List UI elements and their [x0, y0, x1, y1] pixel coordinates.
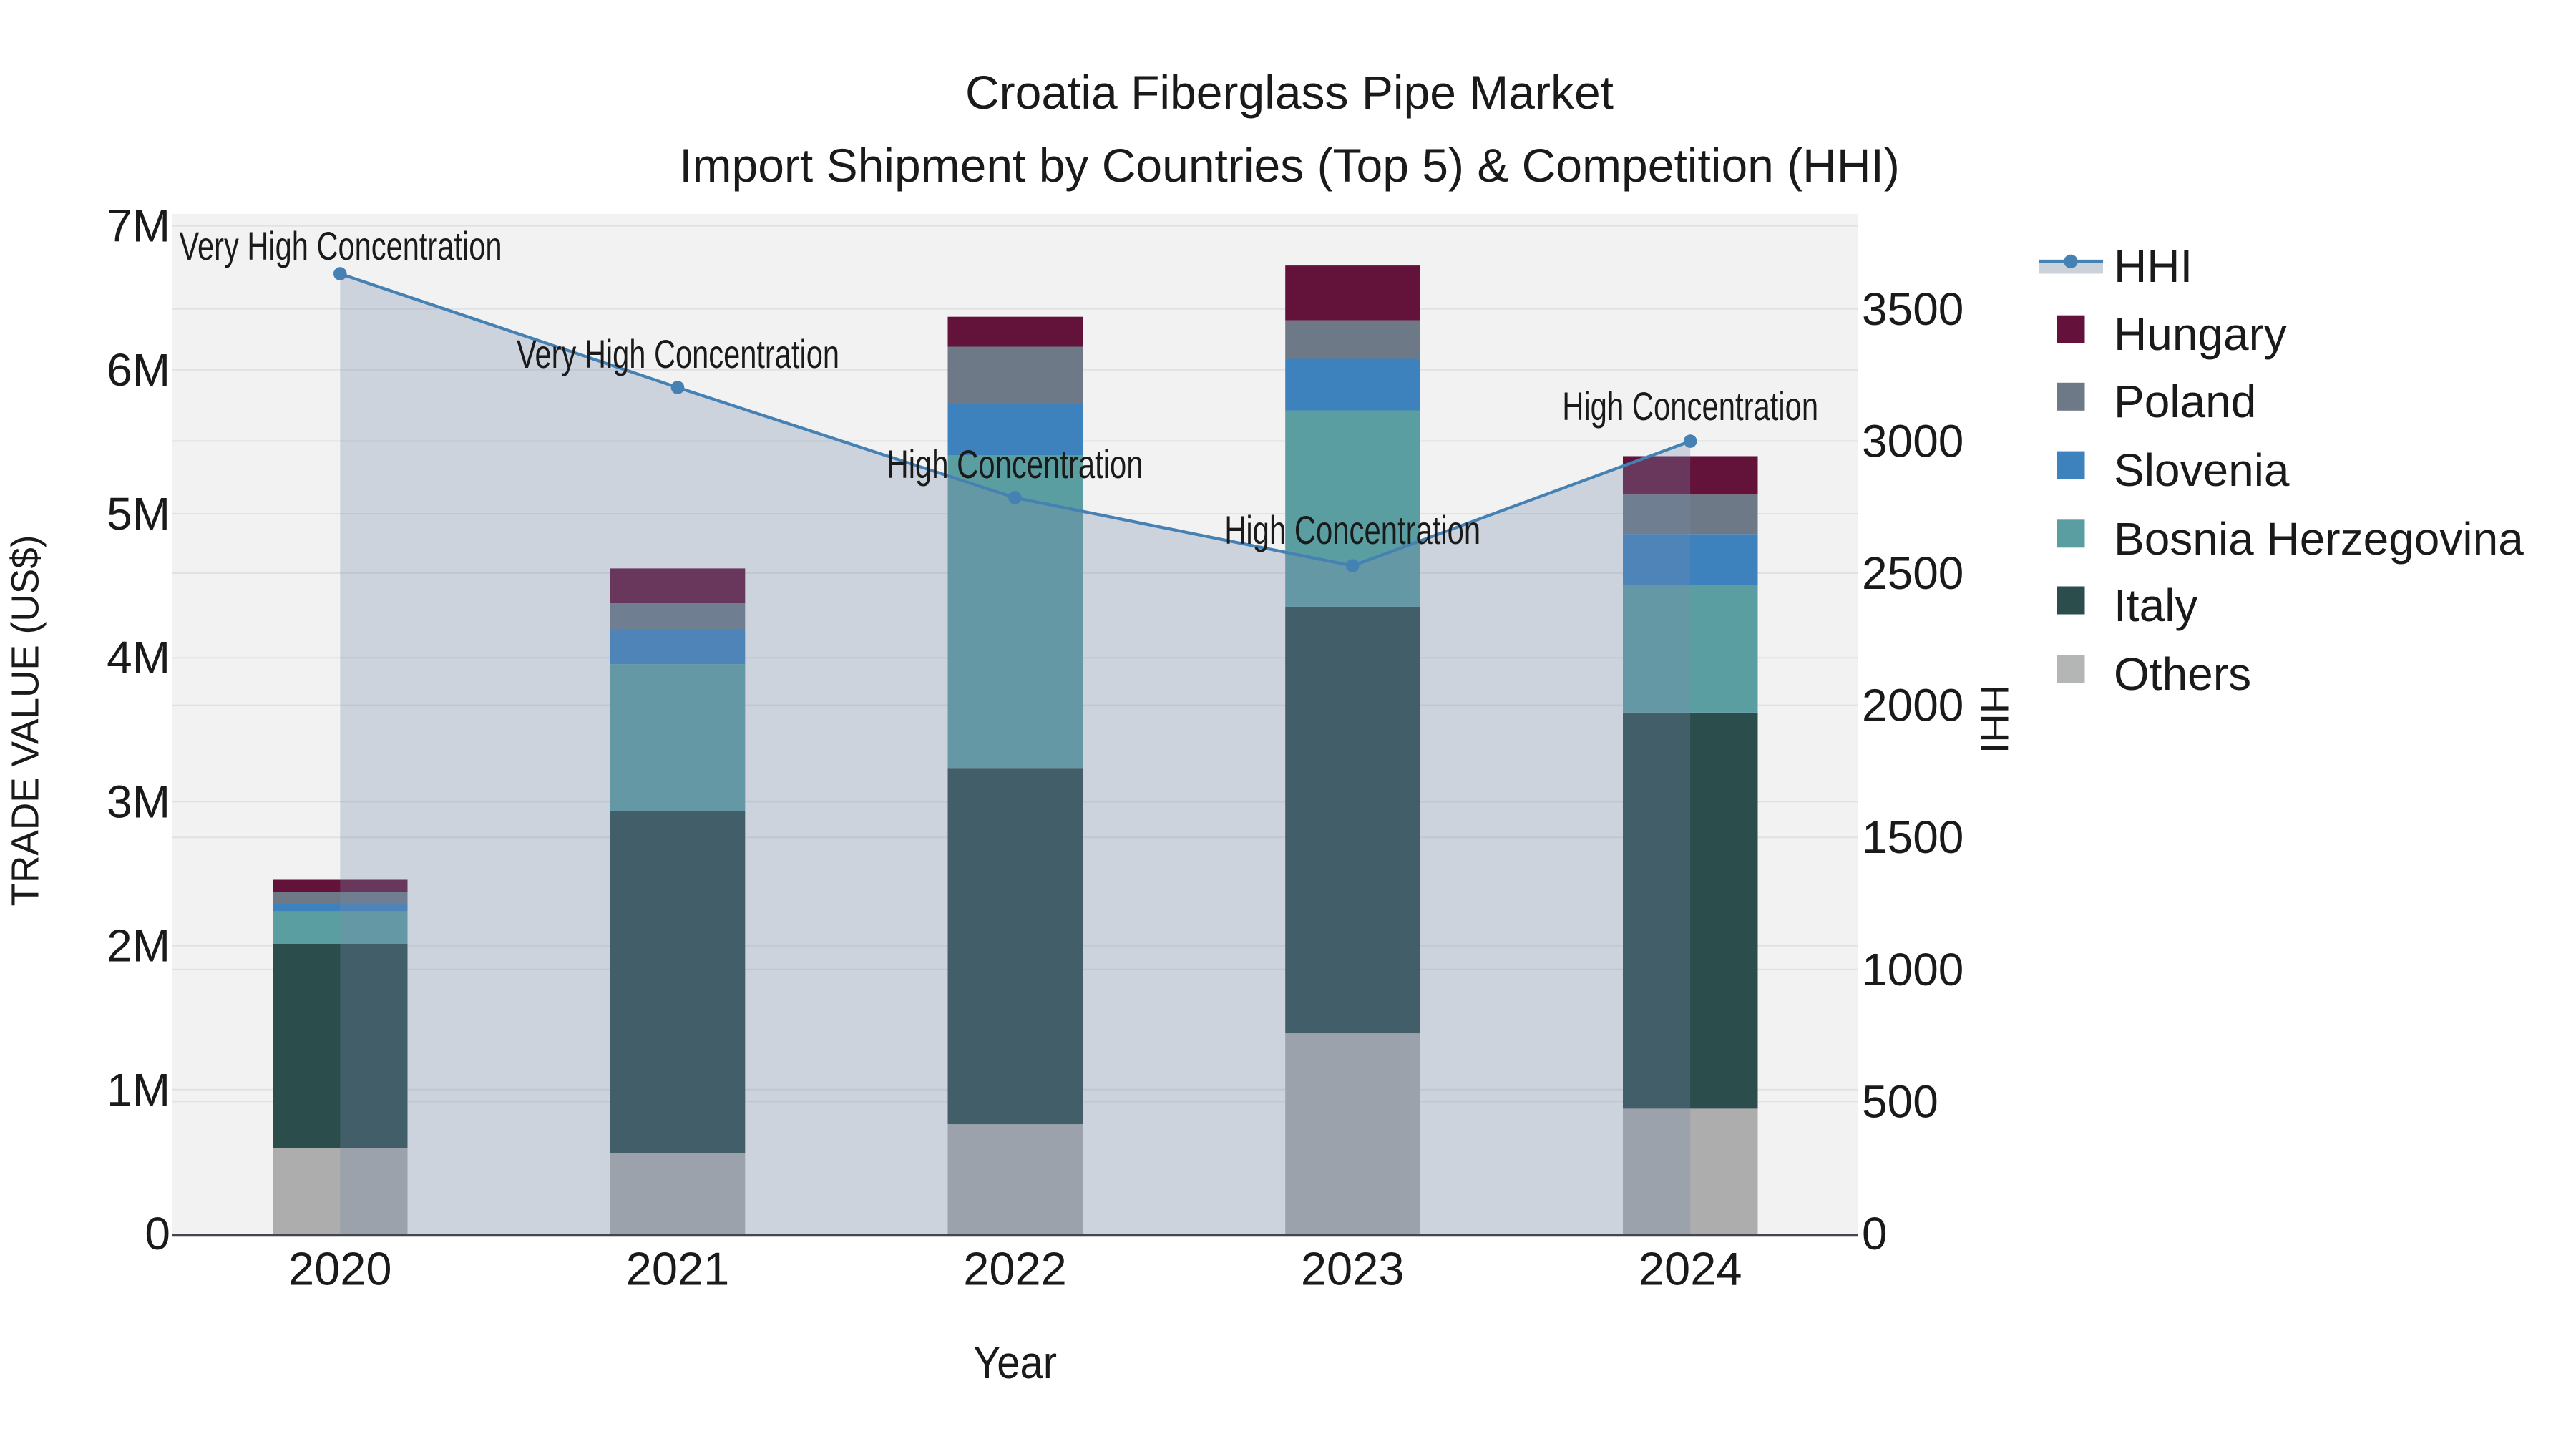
svg-text:High Concentration: High Concentration: [1562, 384, 1818, 429]
svg-text:Croatia Fiberglass Pipe Market: Croatia Fiberglass Pipe Market: [965, 66, 1614, 119]
svg-text:2021: 2021: [626, 1243, 730, 1295]
svg-text:3500: 3500: [1862, 283, 1963, 335]
svg-text:High Concentration: High Concentration: [1224, 507, 1480, 552]
svg-text:Hungary: Hungary: [2114, 308, 2287, 360]
svg-text:500: 500: [1862, 1075, 1938, 1127]
svg-text:2M: 2M: [107, 920, 170, 972]
svg-text:1000: 1000: [1862, 944, 1963, 995]
svg-text:Poland: Poland: [2114, 376, 2256, 427]
svg-text:Bosnia Herzegovina: Bosnia Herzegovina: [2114, 513, 2524, 565]
svg-text:Slovenia: Slovenia: [2114, 444, 2290, 496]
svg-text:Italy: Italy: [2114, 580, 2197, 631]
svg-text:3M: 3M: [107, 776, 170, 827]
svg-text:2020: 2020: [288, 1243, 392, 1295]
svg-text:4M: 4M: [107, 632, 170, 683]
svg-text:2023: 2023: [1301, 1243, 1405, 1295]
svg-text:0: 0: [1862, 1208, 1888, 1259]
svg-text:1500: 1500: [1862, 811, 1963, 863]
svg-text:Very High Concentration: Very High Concentration: [180, 223, 502, 268]
svg-text:0: 0: [145, 1208, 170, 1259]
svg-text:2500: 2500: [1862, 547, 1963, 599]
svg-text:2022: 2022: [963, 1243, 1067, 1295]
svg-text:Year: Year: [973, 1337, 1057, 1388]
svg-text:3000: 3000: [1862, 415, 1963, 467]
svg-text:1M: 1M: [107, 1064, 170, 1116]
svg-text:TRADE VALUE (US$): TRADE VALUE (US$): [4, 535, 47, 907]
svg-text:High Concentration: High Concentration: [887, 441, 1143, 487]
svg-text:2000: 2000: [1862, 680, 1963, 731]
svg-text:Import Shipment by Countries (: Import Shipment by Countries (Top 5) & C…: [679, 139, 1900, 192]
svg-text:Others: Others: [2114, 648, 2251, 700]
svg-text:7M: 7M: [107, 200, 170, 252]
svg-text:HHI: HHI: [2114, 240, 2192, 292]
svg-text:2024: 2024: [1639, 1243, 1742, 1295]
svg-text:Very High Concentration: Very High Concentration: [517, 331, 839, 376]
svg-text:HHI: HHI: [1972, 685, 2017, 753]
svg-text:5M: 5M: [107, 488, 170, 540]
svg-text:6M: 6M: [107, 344, 170, 396]
